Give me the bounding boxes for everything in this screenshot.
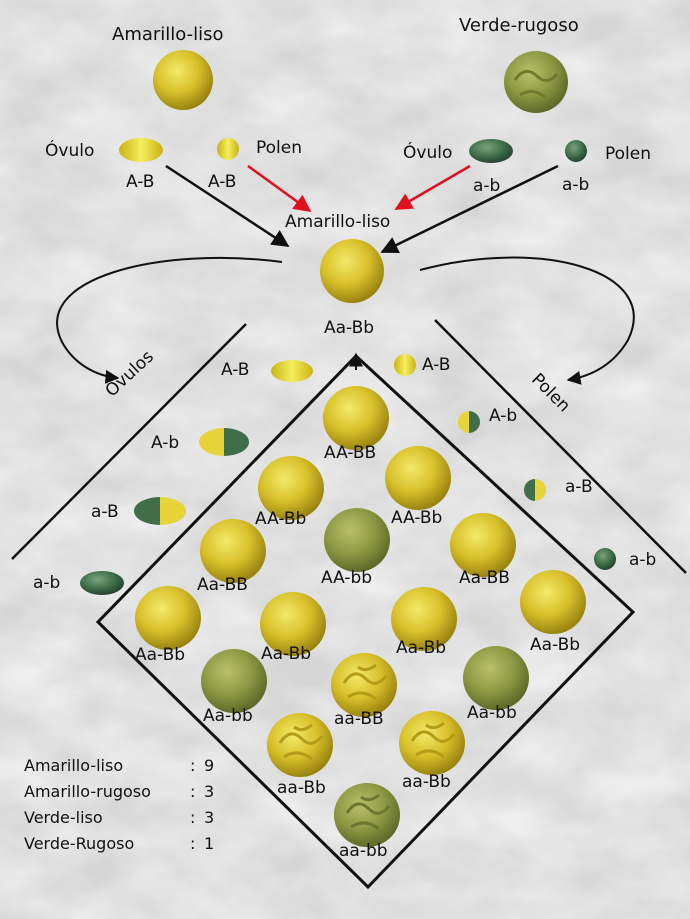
pollen-gamete-label-ab: a-b [629, 550, 657, 570]
parent-right-title: Verde-rugoso [459, 15, 579, 36]
pollen-gamete-AB [394, 354, 416, 376]
offspring-seed-yellow-smooth [260, 592, 326, 656]
right-ovule-gamete [469, 139, 513, 163]
pollen-gamete-label-Ab: A-b [489, 406, 518, 426]
count-label: Amarillo-rugoso [24, 782, 151, 801]
grid-cell-label: AA-Bb [255, 509, 307, 529]
offspring-seeds [135, 386, 586, 847]
arrow-right-ovule [394, 164, 471, 211]
arrow-right-pollen [380, 164, 559, 254]
ovule-gamete-aB [134, 497, 186, 525]
count-value: 1 [204, 834, 215, 853]
grid-cell-label: Aa-BB [459, 568, 510, 588]
offspring-seed-yellow-smooth [520, 570, 586, 634]
offspring-seed-yellow-wrinkled [267, 713, 333, 777]
left-ovule-gamete [119, 138, 163, 162]
count-sep: : [190, 808, 196, 827]
f1-genotype: Aa-Bb [324, 318, 375, 338]
f1-seed [320, 239, 384, 303]
pollen-gamete-label-aB: a-B [565, 477, 593, 497]
ovule-gamete-ab [80, 571, 124, 595]
parent-green-wrinkled-seed [504, 51, 568, 113]
left-pollen-gamete [217, 138, 239, 160]
grid-cell-label: Aa-BB [197, 575, 248, 595]
f1-title: Amarillo-liso [285, 212, 391, 232]
ovule-gamete-label-aB: a-B [91, 502, 119, 522]
pollen-gamete-Ab [458, 411, 480, 433]
count-value: 9 [204, 756, 215, 775]
punnett-diamond [95, 353, 636, 890]
right-pollen-gamete [565, 140, 587, 162]
offspring-seed-yellow-smooth [135, 586, 201, 650]
offspring-seed-green-smooth [463, 646, 529, 710]
right-ovule-label: Óvulo [403, 143, 453, 163]
ovule-gamete-Ab [199, 428, 249, 456]
arrow-left-ovule [165, 164, 290, 248]
ovule-gamete-label-Ab: A-b [151, 433, 180, 453]
offspring-seed-yellow-wrinkled [399, 711, 465, 775]
grid-cell-label: Aa-Bb [261, 644, 312, 664]
grid-cell-label: Aa-bb [203, 706, 253, 726]
offspring-seed-green-smooth [324, 508, 390, 572]
offspring-seed-yellow-smooth [258, 456, 324, 520]
count-sep: : [190, 834, 196, 853]
ovule-gamete-label-ab: a-b [33, 573, 61, 593]
curve-arrow-ovules [56, 256, 283, 384]
left-pollen-label: Polen [256, 138, 303, 158]
offspring-seed-green-smooth [201, 649, 267, 713]
grid-cell-label: aa-Bb [402, 772, 451, 792]
left-ovule-gamete-label: A-B [126, 172, 155, 192]
parent-yellow-smooth-seed [153, 50, 213, 110]
count-label: Verde-Rugoso [24, 834, 135, 853]
offspring-seed-yellow-smooth [391, 587, 457, 651]
grid-cell-label: AA-bb [321, 568, 373, 588]
grid-cell-label: aa-BB [334, 709, 384, 729]
arrow-left-pollen [247, 164, 312, 213]
ovule-side-line [11, 323, 247, 560]
offspring-seed-yellow-smooth [450, 513, 516, 577]
right-ovule-gamete-label: a-b [473, 176, 501, 196]
parent-left-title: Amarillo-liso [112, 24, 224, 45]
count-label: Amarillo-liso [24, 756, 124, 775]
pollen-gamete-label-AB: A-B [422, 355, 451, 375]
curve-arrow-pollen [419, 256, 635, 385]
grid-cell-label: aa-bb [339, 841, 388, 861]
grid-cell-label: AA-BB [324, 443, 377, 463]
pollen-side-line [434, 319, 687, 574]
left-ovule-label: Óvulo [45, 141, 95, 161]
count-label: Verde-liso [24, 808, 103, 827]
offspring-seed-yellow-smooth [385, 446, 451, 510]
right-pollen-label: Polen [605, 144, 652, 164]
left-pollen-gamete-label: A-B [208, 172, 237, 192]
offspring-seed-yellow-smooth [323, 386, 389, 450]
grid-cell-label: Aa-Bb [530, 635, 581, 655]
ovule-gamete-AB [271, 360, 313, 382]
ovule-gamete-label-AB: A-B [221, 360, 250, 380]
count-value: 3 [204, 782, 215, 801]
grid-cell-label: Aa-Bb [135, 645, 186, 665]
right-pollen-gamete-label: a-b [562, 175, 590, 195]
offspring-seed-green-wrinkled [334, 783, 400, 847]
grid-cell-label: AA-Bb [391, 508, 443, 528]
count-sep: : [190, 782, 196, 801]
grid-cell-label: Aa-bb [467, 703, 517, 723]
pollen-gamete-ab [594, 548, 616, 570]
offspring-seed-yellow-smooth [200, 519, 266, 583]
offspring-seed-yellow-wrinkled [331, 653, 397, 717]
count-sep: : [190, 756, 196, 775]
count-value: 3 [204, 808, 215, 827]
grid-cell-label: Aa-Bb [396, 638, 447, 658]
pollen-gamete-aB [524, 479, 546, 501]
grid-cell-label: aa-Bb [277, 778, 326, 798]
